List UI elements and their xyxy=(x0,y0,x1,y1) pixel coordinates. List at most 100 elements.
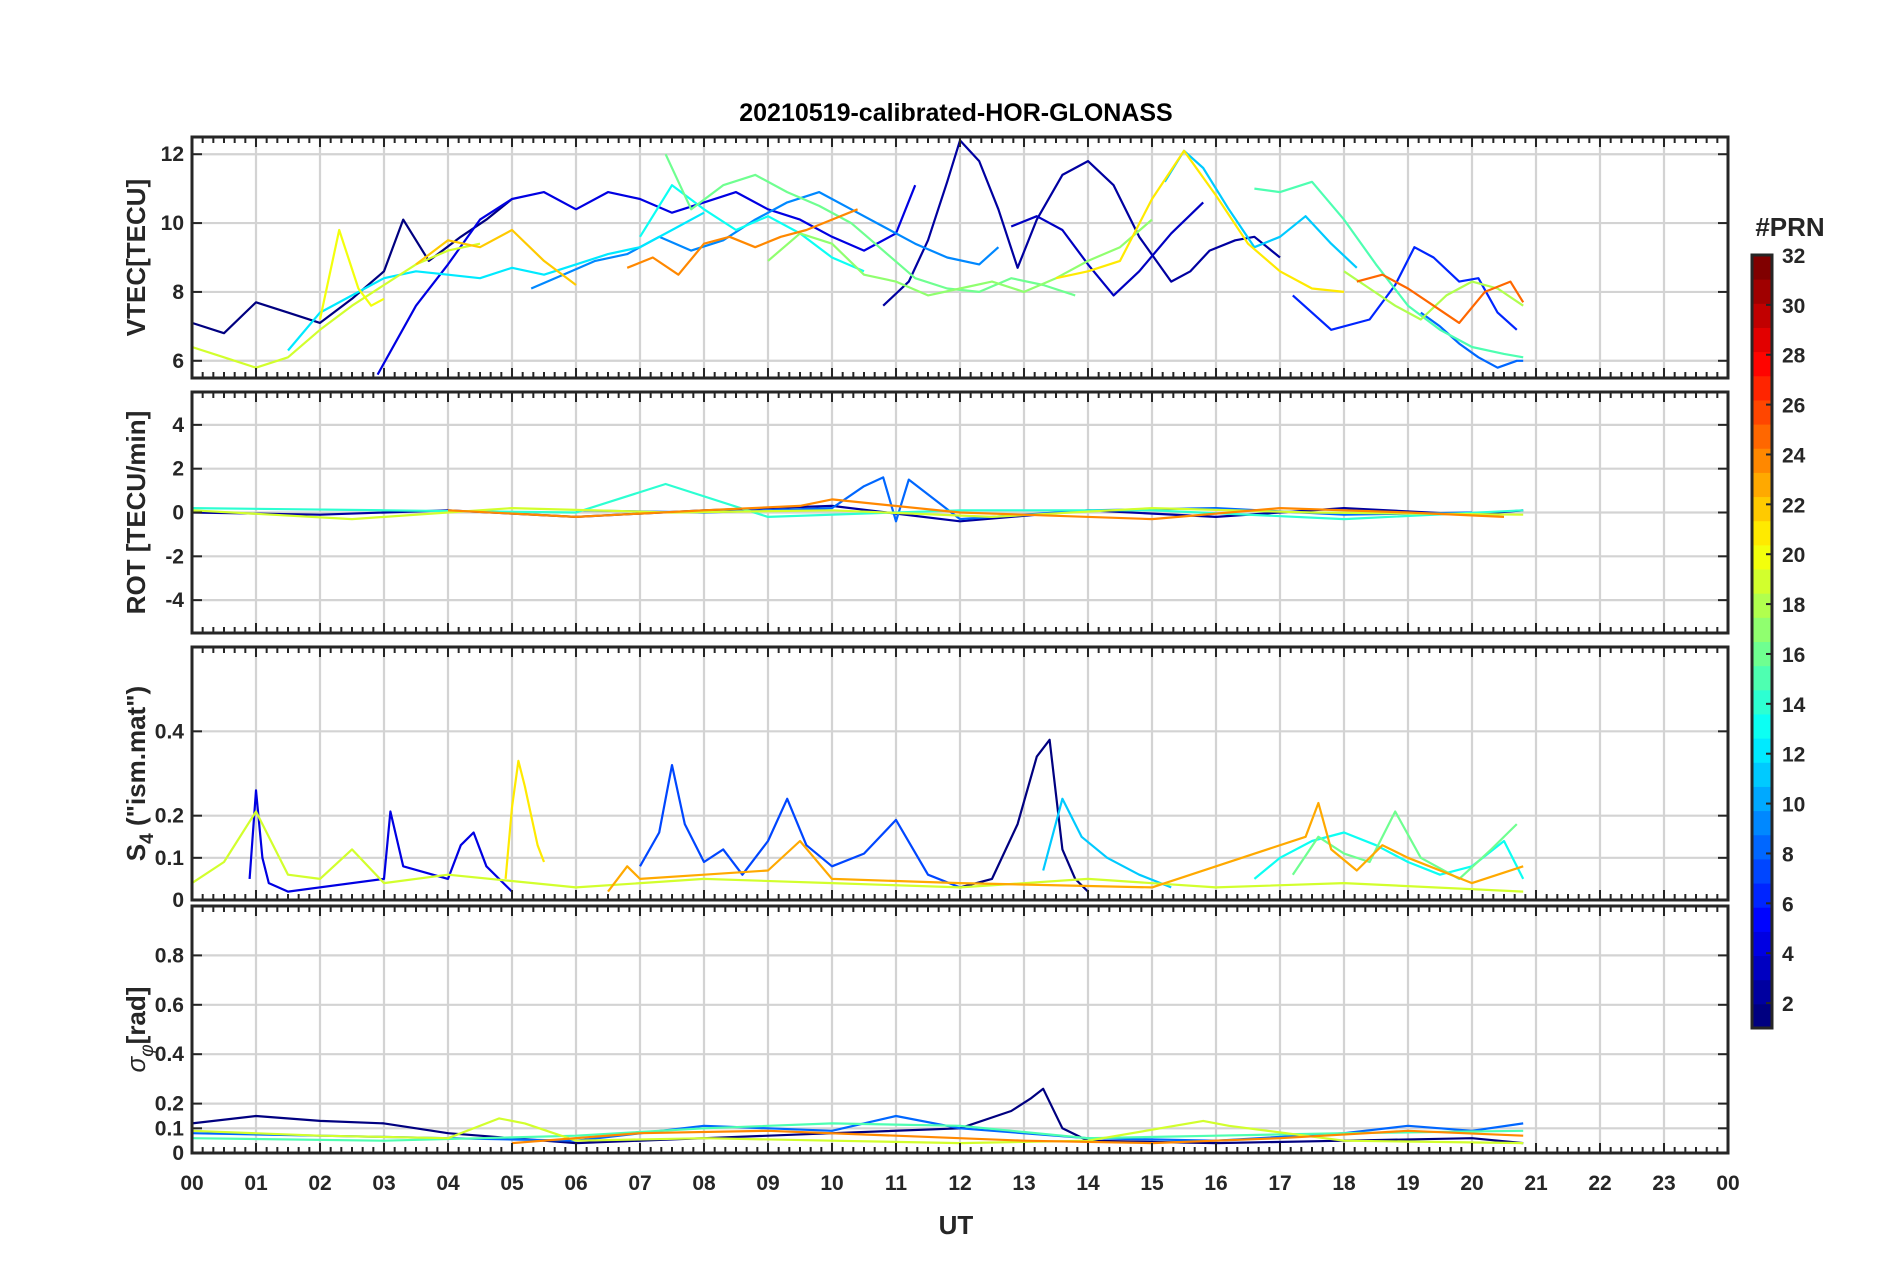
y-tick-label: 0.2 xyxy=(155,805,184,828)
x-tick-label: 20 xyxy=(1460,1172,1483,1195)
series-prn-1-line xyxy=(192,198,513,335)
colorbar-tick-label: 20 xyxy=(1782,544,1805,567)
colorbar-segment xyxy=(1752,544,1772,570)
series-prn-3-line xyxy=(1010,201,1204,297)
series-prn-8-line xyxy=(575,476,1473,523)
colorbar-segment xyxy=(1752,472,1772,498)
x-tick-label: 15 xyxy=(1140,1172,1164,1195)
y-axis-label: S4 ("ism.mat") xyxy=(121,686,158,861)
panel-2: -4 -2 0 2 4 ROT [TECU/min] xyxy=(121,390,1730,635)
colorbar-tick-label: 4 xyxy=(1782,943,1794,966)
colorbar-segment xyxy=(1752,762,1772,787)
series-prn-22-line xyxy=(415,228,577,286)
series-prn-16-line xyxy=(664,153,1076,297)
x-tick-label: 06 xyxy=(564,1172,587,1195)
series-prn-4-line xyxy=(248,789,513,893)
series-prn-19-line xyxy=(192,810,1524,893)
colorbar-segment xyxy=(1752,883,1772,908)
colorbar-tick-label: 24 xyxy=(1782,444,1806,467)
panel-frame xyxy=(190,645,1730,902)
y-tick-label: 0 xyxy=(172,502,184,525)
series-group xyxy=(192,1087,1524,1145)
colorbar-segment xyxy=(1752,375,1772,401)
y-tick-label: 0.2 xyxy=(155,1093,184,1116)
chart-title: 20210519-calibrated-HOR-GLONASS xyxy=(739,99,1172,127)
x-tick-label: 00 xyxy=(1716,1172,1739,1195)
colorbar-tick-label: 22 xyxy=(1782,494,1805,517)
series-prn-6-line xyxy=(1292,246,1518,331)
y-tick-label: 12 xyxy=(161,143,184,166)
series-prn-25-line xyxy=(1356,273,1525,324)
y-tick-label: 0.6 xyxy=(155,994,184,1017)
colorbar-tick-label: 32 xyxy=(1782,245,1805,268)
series-prn-20-line xyxy=(318,228,385,320)
colorbar-label: #PRN xyxy=(1755,212,1824,242)
colorbar-tick-label: 14 xyxy=(1782,694,1806,717)
y-tick-label: 2 xyxy=(172,458,184,481)
y-tick-label: 6 xyxy=(172,350,184,373)
series-prn-17-line xyxy=(767,218,1153,297)
colorbar-segment xyxy=(1752,834,1772,860)
x-tick-label: 03 xyxy=(372,1172,395,1195)
x-axis-label: UT xyxy=(939,1210,974,1240)
colorbar-frame xyxy=(1750,253,1774,1030)
x-tick-label: 19 xyxy=(1396,1172,1419,1195)
series-group xyxy=(192,139,1525,376)
colorbar-segment xyxy=(1752,786,1772,812)
series-prn-11-line xyxy=(1163,149,1358,269)
colorbar-segment xyxy=(1752,351,1772,377)
colorbar-segment xyxy=(1752,593,1772,618)
colorbar-segment xyxy=(1752,1003,1772,1029)
y-axis-label: ROT [TECU/min] xyxy=(121,411,151,615)
colorbar-tick-label: 30 xyxy=(1782,295,1805,318)
panel-4: 00.10.2 0.4 0.6 0.8 σφ[rad] xyxy=(121,904,1730,1165)
colorbar-segment xyxy=(1752,399,1772,425)
y-tick-label: 0 xyxy=(172,1142,184,1165)
series-prn-24-line xyxy=(626,208,859,276)
x-tick-label: 17 xyxy=(1268,1172,1291,1195)
colorbar-segment xyxy=(1752,255,1772,280)
x-tick-label: 04 xyxy=(436,1172,460,1195)
x-axis: 00 01 02 03 04 05 06 07 08 09 10 11 12 13 14 15 16 17 18 19… xyxy=(180,1172,1739,1195)
series-prn-1-line xyxy=(959,738,1089,893)
colorbar-segment xyxy=(1752,858,1772,884)
panel-1: 6 8 10 12 VTEC[TECU] xyxy=(121,135,1730,380)
colorbar-tick-label: 10 xyxy=(1782,794,1805,817)
x-tick-label: 12 xyxy=(948,1172,971,1195)
x-tick-label: 02 xyxy=(308,1172,331,1195)
x-tick-label: 08 xyxy=(692,1172,716,1195)
colorbar-segment xyxy=(1752,907,1772,932)
series-prn-9-line xyxy=(530,191,1000,290)
series-group xyxy=(192,738,1525,893)
colorbar-tick-label: 12 xyxy=(1782,744,1805,767)
y-tick-label: 0.4 xyxy=(155,1043,185,1066)
series-prn-13-line xyxy=(639,184,865,273)
series-prn-24-line xyxy=(511,1129,1524,1145)
series-prn-23-line xyxy=(607,801,1524,893)
y-tick-label: 0.1 xyxy=(155,847,185,870)
x-tick-label: 14 xyxy=(1076,1172,1100,1195)
colorbar-segment xyxy=(1752,617,1772,642)
x-tick-label: 01 xyxy=(244,1172,268,1195)
colorbar-tick-label: 26 xyxy=(1782,395,1805,418)
series-prn-24-line xyxy=(447,498,1505,521)
colorbar-segment xyxy=(1752,713,1772,739)
y-tick-label: 0.8 xyxy=(155,944,185,967)
colorbar-segment xyxy=(1752,520,1772,546)
y-tick-label: 0.4 xyxy=(155,720,185,743)
y-tick-label: 8 xyxy=(172,281,184,304)
panel-frame xyxy=(190,904,1730,1155)
x-tick-label: 22 xyxy=(1588,1172,1611,1195)
series-prn-11-line xyxy=(1042,797,1172,889)
x-tick-label: 18 xyxy=(1332,1172,1356,1195)
colorbar-segment xyxy=(1752,279,1772,304)
series-prn-19-line xyxy=(192,242,481,369)
series-prn-21-line xyxy=(1055,149,1345,293)
y-tick-label: 0 xyxy=(172,889,184,912)
series-prn-21-line xyxy=(504,759,546,879)
colorbar-segment xyxy=(1752,448,1772,473)
series-prn-16-line xyxy=(1291,810,1518,881)
